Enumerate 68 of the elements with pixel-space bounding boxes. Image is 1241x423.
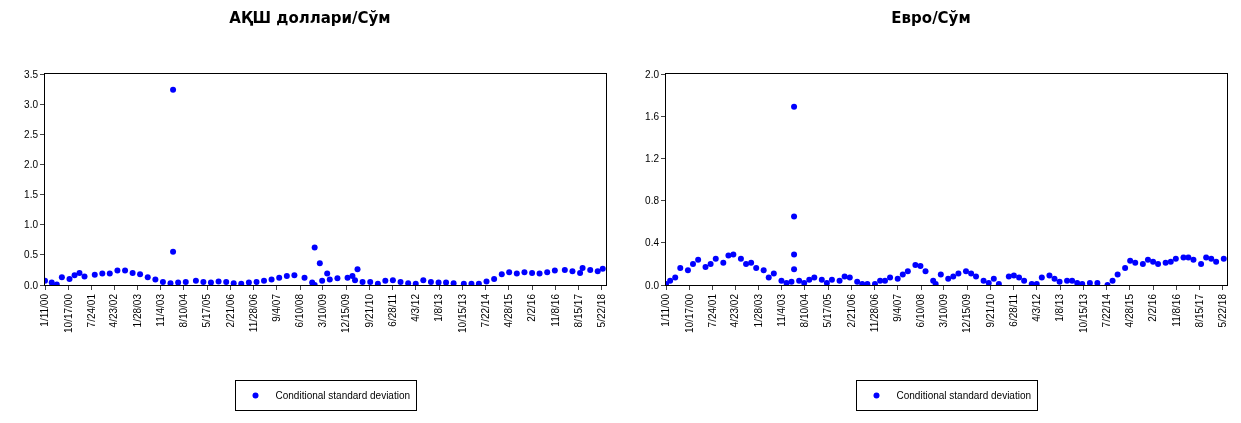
x-tick-label: 6/28/11 xyxy=(386,293,398,327)
x-tick-label: 1/11/00 xyxy=(39,293,51,327)
chart-title: Евро/Сўм xyxy=(891,9,971,28)
x-tick-label: 6/10/08 xyxy=(294,293,306,328)
x-tick-label: 10/15/13 xyxy=(456,293,468,333)
y-tick-label: 0.8 xyxy=(645,195,660,207)
x-tick-label: 1/8/13 xyxy=(433,293,445,322)
legend-label: Conditional standard deviation xyxy=(275,390,411,402)
x-tick-label: 5/22/18 xyxy=(1217,293,1229,328)
y-tick-label: 3.5 xyxy=(24,68,39,80)
chart-title: АҚШ доллари/Сўм xyxy=(229,9,391,28)
y-tick-label: 2.0 xyxy=(645,68,660,80)
y-tick-label: 0.4 xyxy=(645,237,660,249)
x-tick-label: 1/11/00 xyxy=(660,293,672,327)
x-tick-label: 4/23/02 xyxy=(108,293,120,328)
y-tick-label: 1.0 xyxy=(24,219,39,231)
x-tick-label: 9/21/10 xyxy=(984,293,996,328)
x-tick-label: 11/4/03 xyxy=(775,293,787,327)
x-tick-label: 8/10/04 xyxy=(178,293,190,328)
x-tick-label: 7/22/14 xyxy=(1100,293,1112,328)
x-tick-label: 12/15/09 xyxy=(961,293,973,333)
y-tick-label: 0.0 xyxy=(24,279,39,291)
x-tick-label: 4/3/12 xyxy=(1031,293,1043,322)
x-tick-label: 11/28/06 xyxy=(247,293,259,333)
x-tick-label: 3/10/09 xyxy=(317,293,329,328)
x-tick-label: 10/17/00 xyxy=(683,293,695,333)
x-tick-label: 5/17/05 xyxy=(822,293,834,328)
x-tick-label: 10/17/00 xyxy=(62,293,74,333)
x-tick-label: 9/4/07 xyxy=(892,293,904,322)
x-tick-label: 2/21/06 xyxy=(845,293,857,328)
x-tick-label: 5/22/18 xyxy=(596,293,608,328)
x-tick-label: 10/15/13 xyxy=(1077,293,1089,333)
y-tick-label: 1.6 xyxy=(645,110,660,122)
legend-label: Conditional standard deviation xyxy=(896,390,1032,402)
x-tick-label: 4/3/12 xyxy=(410,293,422,322)
x-tick-label: 11/28/06 xyxy=(868,293,880,333)
x-tick-label: 11/8/16 xyxy=(1170,293,1182,327)
x-tick-label: 2/21/06 xyxy=(224,293,236,328)
y-tick-label: 1.5 xyxy=(24,189,39,201)
x-tick-label: 9/21/10 xyxy=(363,293,375,328)
y-tick-label: 2.5 xyxy=(24,128,39,140)
x-tick-label: 11/4/03 xyxy=(154,293,166,327)
x-tick-label: 4/28/15 xyxy=(503,293,515,328)
x-tick-label: 6/10/08 xyxy=(915,293,927,328)
x-tick-label: 4/23/02 xyxy=(729,293,741,328)
y-tick-label: 0.5 xyxy=(24,249,39,261)
x-tick-label: 12/15/09 xyxy=(340,293,352,333)
x-tick-label: 5/17/05 xyxy=(201,293,213,328)
x-tick-label: 2/2/16 xyxy=(526,293,538,322)
x-tick-label: 11/8/16 xyxy=(549,293,561,327)
x-tick-label: 8/10/04 xyxy=(799,293,811,328)
x-tick-label: 1/28/03 xyxy=(131,293,143,328)
x-tick-label: 3/10/09 xyxy=(938,293,950,328)
x-tick-label: 8/15/17 xyxy=(572,293,584,328)
x-tick-label: 2/2/16 xyxy=(1147,293,1159,322)
y-tick-label: 2.0 xyxy=(24,158,39,170)
x-tick-label: 1/28/03 xyxy=(752,293,764,328)
y-tick-label: 0.0 xyxy=(645,279,660,291)
y-tick-label: 1.2 xyxy=(645,152,660,164)
x-tick-label: 8/15/17 xyxy=(1193,293,1205,328)
y-tick-label: 3.0 xyxy=(24,98,39,110)
x-tick-label: 1/8/13 xyxy=(1054,293,1066,322)
x-tick-label: 6/28/11 xyxy=(1007,293,1019,327)
x-tick-label: 9/4/07 xyxy=(271,293,283,322)
x-tick-label: 7/22/14 xyxy=(479,293,491,328)
x-tick-label: 7/24/01 xyxy=(85,293,97,328)
x-tick-label: 4/28/15 xyxy=(1124,293,1136,328)
x-tick-label: 7/24/01 xyxy=(706,293,718,328)
